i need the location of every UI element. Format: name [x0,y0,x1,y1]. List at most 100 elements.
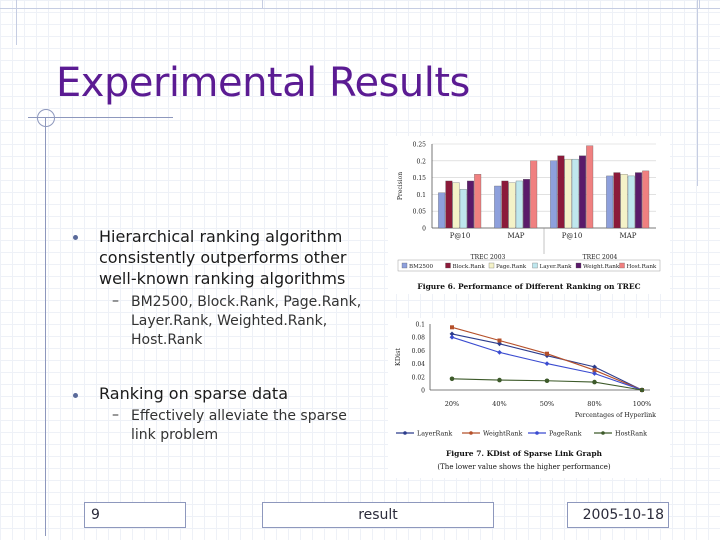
bar [579,155,586,229]
line-x-tick-label: 50% [540,400,554,408]
bar-group-label: TREC 2004 [583,254,618,261]
bar-y-tick-label: 0.1 [416,192,426,199]
bar [550,160,558,229]
footer-date-box: 2005-10-18 [567,502,669,528]
bullet-1: Hierarchical ranking algorithm consisten… [99,226,379,289]
line-y-tick-label: 0 [421,388,425,395]
bar [467,180,474,229]
bullet-2-line: Ranking on sparse data [99,384,288,403]
bar-category-label: P@10 [562,232,583,240]
bar-y-tick-label: 0.2 [416,158,426,165]
line-point [592,364,597,370]
bar [586,145,594,229]
line-point [592,371,597,376]
crosshair-vertical [45,118,46,536]
bullet-dot-1 [73,235,78,240]
bar [627,175,635,229]
sub-dash-2: – [112,407,119,423]
line-x-tick-label: 80% [587,400,601,408]
page-number: 9 [91,507,100,523]
bar [508,182,516,229]
bar [613,172,621,229]
line-y-tick-label: 0.02 [412,374,426,381]
bar [523,179,530,229]
line-point [639,387,645,393]
bar-y-tick-label: 0.25 [413,142,427,149]
line-y-tick-label: 0.06 [412,348,426,355]
bullet-1-line: well-known ranking algorithms [99,269,346,288]
bar-legend-swatch [619,262,625,269]
bar-y-tick-label: 0 [422,226,426,233]
sub-bullet-1-line: Layer.Rank, Weighted.Rank, [131,313,328,329]
bar-legend-label: Host.Rank [627,264,657,270]
bar-legend-label: Page.Rank [496,264,527,270]
line-legend-label: WeightRank [483,429,523,437]
line-point [449,331,455,337]
bar-y-axis-label: Precision [397,172,404,200]
bar [438,192,446,229]
bar [530,160,538,229]
bar-legend-swatch [401,262,408,269]
line-legend-marker [469,431,473,435]
top-deco-left [16,0,17,45]
bar [557,155,565,229]
bar [474,174,482,229]
sub-bullet-1-line: Host.Rank [131,332,203,348]
line-legend-label: LayerRank [417,429,452,437]
line-point [544,361,550,366]
line-legend-marker [601,431,605,435]
bar-legend-swatch [532,262,538,269]
bar [445,180,453,229]
bar-category-label: MAP [620,232,637,240]
bar-category-label: P@10 [450,232,471,240]
footer-center-text: result [358,507,398,523]
bar [494,185,502,229]
bar-legend-label: Weight.Rank [583,264,620,270]
line-chart-bg [388,318,670,478]
bar-y-tick-label: 0.05 [413,209,427,216]
bullet-2: Ranking on sparse data [99,383,379,404]
sub-bullet-1: BM2500, Block.Rank, Page.Rank, Layer.Ran… [131,293,371,350]
bar-category-label: MAP [508,232,525,240]
bar [606,175,614,229]
line-y-tick-label: 0.08 [412,335,426,342]
bullet-1-line: consistently outperforms other [99,248,347,267]
bar [515,180,523,229]
bar-legend-swatch [445,262,451,269]
line-point [449,376,455,382]
footer-page-box: 9 [84,502,186,528]
line-point [592,368,597,373]
bar [571,158,579,229]
bar [501,180,509,229]
line-legend-label: PageRank [549,429,582,437]
bullet-dot-2 [73,393,78,398]
line-legend-marker [403,431,407,435]
line-y-tick-label: 0.1 [415,322,425,329]
bar-legend-box [397,259,661,272]
sub-bullet-2-line: Effectively alleviate the sparse [131,408,347,424]
line-point [545,351,549,356]
bar-legend-label: Layer.Rank [540,264,573,270]
bar [564,158,572,229]
bar-chart-title: Figure 6. Performance of Different Ranki… [417,282,640,291]
sub-bullet-2-line: link problem [131,427,219,443]
bullet-1-line: Hierarchical ranking algorithm [99,227,343,246]
bar [635,172,642,229]
page-title: Experimental Results [56,60,470,106]
bar-legend-swatch [488,262,495,269]
line-legend-label: HostRank [615,429,647,437]
line-point [544,378,550,384]
crosshair-horizontal [28,117,173,118]
bar-legend-swatch [575,262,582,269]
bar-legend-label: BM2500 [409,264,434,270]
line-point [497,338,502,343]
bar-y-tick-label: 0.15 [413,175,427,182]
line-chart-subtitle: (The lower value shows the higher perfor… [437,463,610,471]
crosshair-circle [37,109,55,127]
sub-bullet-1-line: BM2500, Block.Rank, Page.Rank, [131,294,362,310]
line-x-tick-label: 100% [633,400,652,408]
line-point [592,379,597,385]
top-deco-right [697,0,698,186]
line-chart-figure: 0 0.02 0.04 0.06 0.08 0.1 KDist 20% 40% 50% 80% 100… [388,318,670,478]
line-point [497,377,502,383]
